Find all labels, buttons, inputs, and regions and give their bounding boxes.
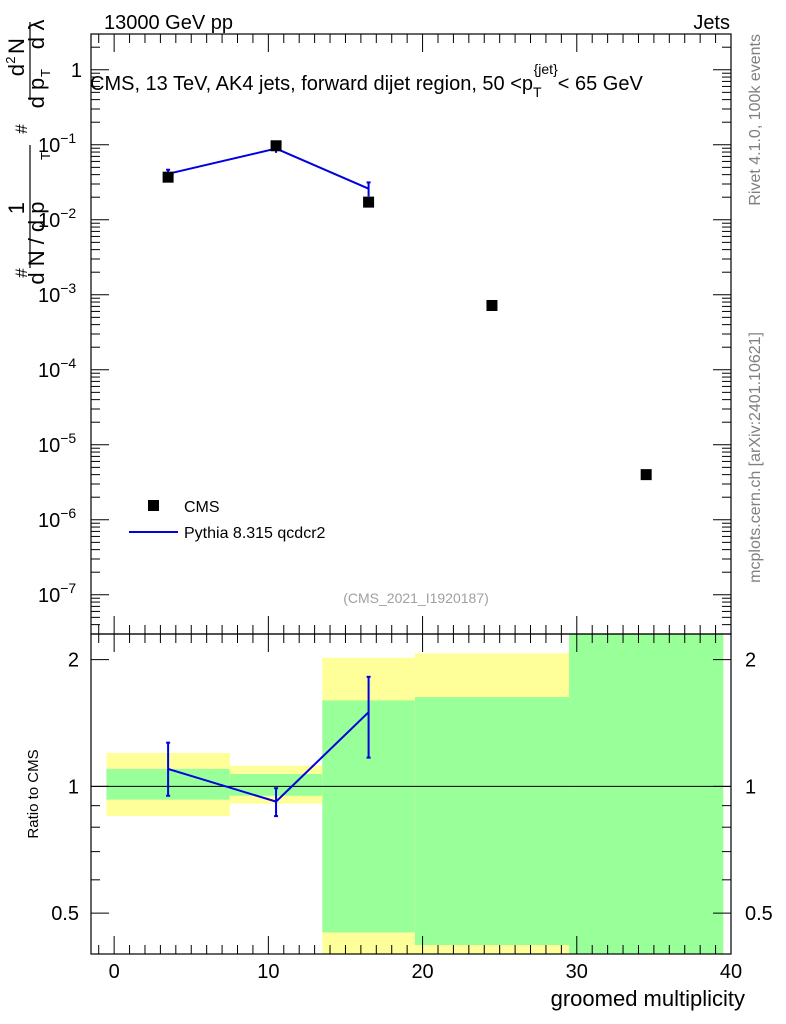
cms-data-series [162,140,652,481]
y-tick-label-base: 10 [38,135,60,157]
y-axis-title: # 1 d N / d p T # d 2 N d p T d λ [3,20,53,285]
y-tick-label-base: 10 [38,510,60,532]
y-tick-label: 10−6 [38,505,76,532]
y-tick-label: 10−4 [38,355,76,382]
rivet-version-label: Rivet 4.1.0, 100k events [747,34,764,206]
x-tick-label: 20 [411,961,433,983]
pythia-line [167,147,369,190]
ratio-band-inner-4 [569,634,724,954]
plot-title-main: CMS, 13 TeV, AK4 jets, forward dijet reg… [90,73,533,95]
ratio-band-inner-3 [414,696,570,946]
y-tick-label: 10−2 [38,205,76,232]
y-axis-ticks: 110−110−210−310−410−510−610−70.5 0.51 12 2 [38,33,773,955]
ratio-plot-frame [90,633,732,955]
legend-marker-cms [148,500,159,511]
x-tick-label: 40 [720,961,742,983]
y-tick-label-base: 10 [38,360,60,382]
legend: CMS Pythia 8.315 qcdcr2 [129,499,326,542]
x-tick-label: 10 [257,961,279,983]
legend-label-pythia: Pythia 8.315 qcdcr2 [184,525,326,542]
header-category-label: Jets [693,12,730,34]
y-tick-label-exponent: −2 [60,205,76,221]
legend-label-cms: CMS [184,499,220,516]
ratio-tick-label-left: 1 [68,776,79,798]
plot-title: CMS, 13 TeV, AK4 jets, forward dijet reg… [90,61,643,100]
y-tick-label-exponent: −4 [60,355,76,371]
y-tick-label: 10−7 [38,580,76,607]
mcplots-reference-label: mcplots.cern.ch [arXiv:2401.10621] [747,332,764,583]
main-plot-frame [90,33,732,635]
pythia-series [166,143,371,197]
y-tick-label-base: 10 [38,285,60,307]
cms-data-point [162,171,174,183]
ratio-pythia-series [166,675,371,818]
ratio-tick-label-right: 0.5 [745,903,773,925]
y-tick-label: 10−5 [38,430,76,457]
x-axis-title: groomed multiplicity [551,986,745,1011]
y-tick-label-exponent: −1 [60,130,76,146]
y-tick-label-base: 10 [38,210,60,232]
y-tick-label-exponent: −7 [60,580,76,596]
ratio-tick-label-right: 1 [745,776,756,798]
ratio-y-axis-title: Ratio to CMS [25,749,42,838]
analysis-id-label: (CMS_2021_I1920187) [343,590,489,606]
y-tick-label: 10−3 [38,280,76,307]
cms-data-point [363,196,375,208]
y-tick-label-exponent: −6 [60,505,76,521]
y-tick-label: 1 [71,60,82,82]
x-tick-label: 0 [109,961,120,983]
ratio-tick-label-left: 2 [68,650,79,672]
y-tick-label-base: 10 [38,435,60,457]
y-tick-label: 10−1 [38,130,76,157]
cms-data-point [270,140,282,152]
plot-title-end: < 65 GeV [558,73,644,95]
plot-title-superscript: {jet} [534,61,558,77]
x-tick-label: 30 [566,961,588,983]
ratio-uncertainty-bands [106,634,724,954]
ratio-tick-label-left: 0.5 [51,903,79,925]
cms-data-point [640,469,652,481]
cms-data-point [486,299,498,311]
header-energy-label: 13000 GeV pp [104,12,233,34]
ratio-tick-label-right: 2 [745,650,756,672]
y-tick-label-exponent: −3 [60,280,76,296]
y-tick-label-base: 10 [38,585,60,607]
y-tick-label-exponent: −5 [60,430,76,446]
plot-title-subscript: T [533,84,542,100]
